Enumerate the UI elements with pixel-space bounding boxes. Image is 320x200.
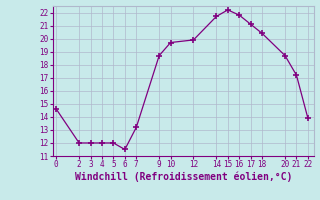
X-axis label: Windchill (Refroidissement éolien,°C): Windchill (Refroidissement éolien,°C) bbox=[75, 172, 292, 182]
